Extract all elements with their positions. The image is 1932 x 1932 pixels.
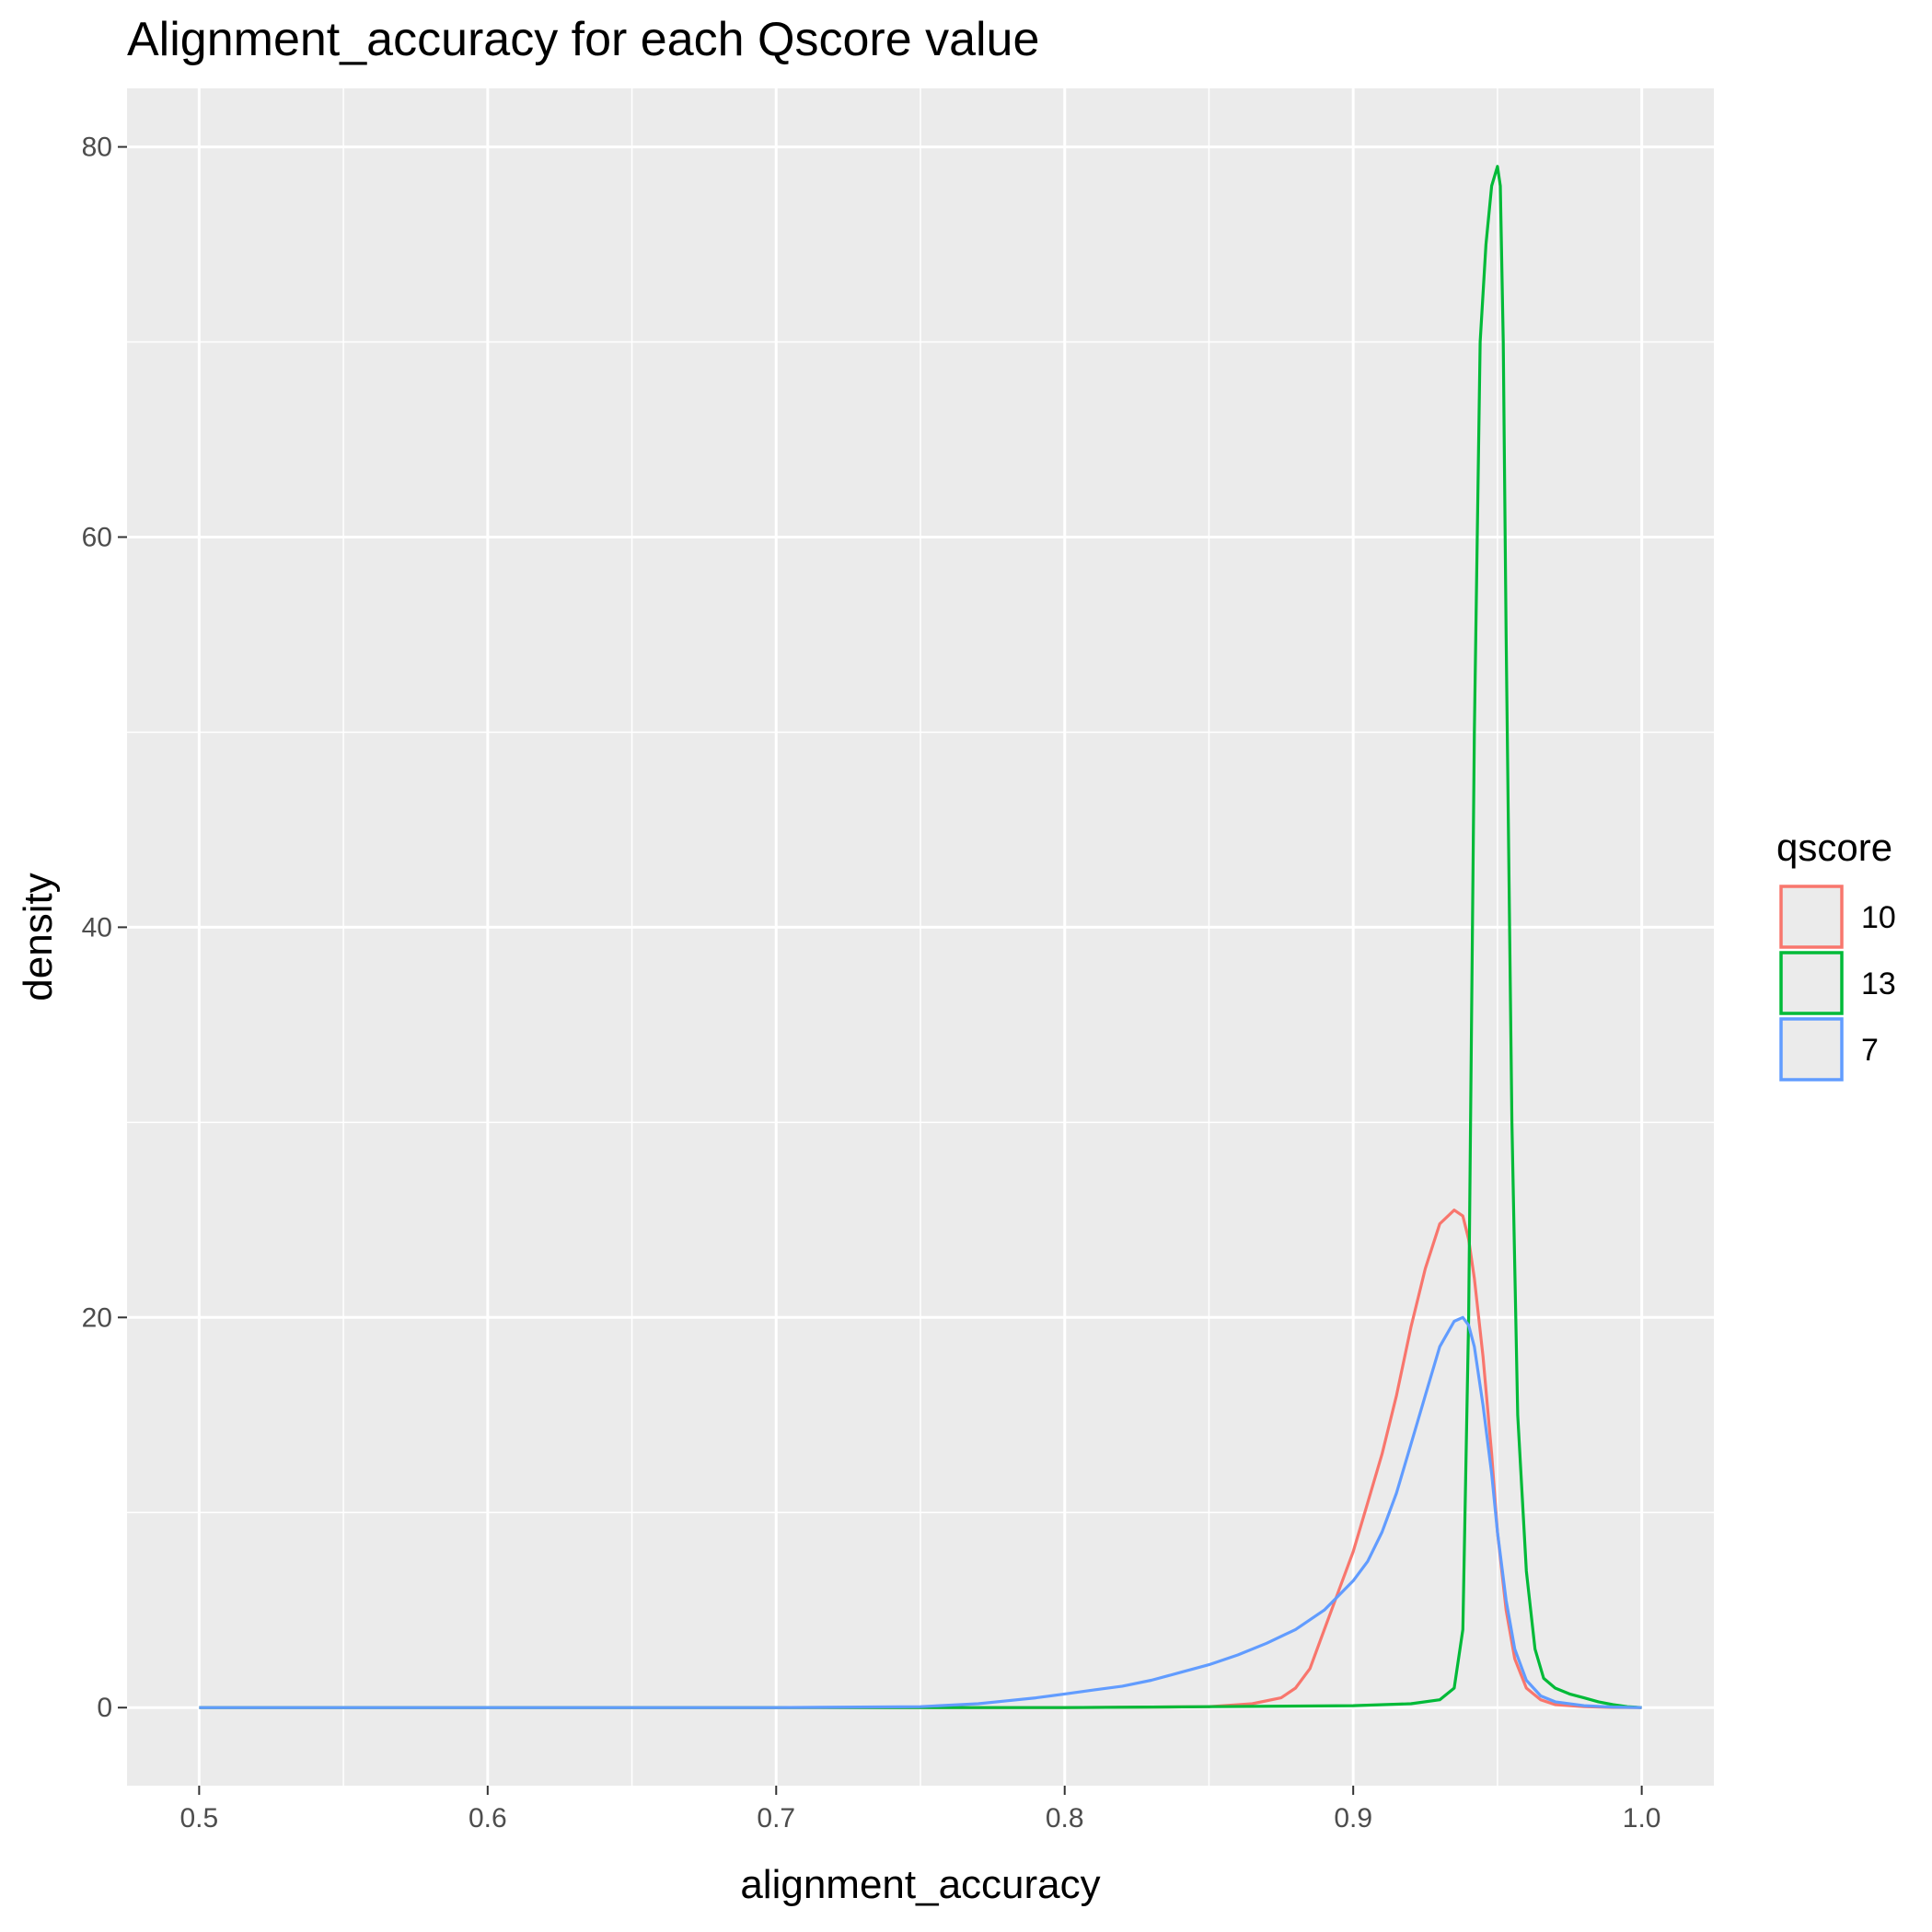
legend-key-7 [1779, 1017, 1844, 1082]
x-tick-label: 1.0 [1623, 1803, 1661, 1834]
grid-lines [127, 88, 1714, 1786]
legend-label: 10 [1861, 900, 1896, 935]
series-line-qscore-7 [199, 1315, 1642, 1709]
chart-title: Alignment_accuracy for each Qscore value [127, 13, 1039, 66]
y-tick-label: 0 [97, 1693, 112, 1723]
legend-title: qscore [1776, 826, 1892, 869]
x-axis-title: alignment_accuracy [740, 1862, 1100, 1907]
x-tick-label: 0.9 [1334, 1803, 1372, 1834]
y-tick-label: 60 [82, 522, 112, 552]
x-tick-label: 0.5 [180, 1803, 219, 1834]
legend-keys: 10 13 7 [1779, 885, 1896, 1082]
y-tick-label: 80 [82, 133, 112, 163]
y-axis-title: density [16, 873, 61, 1001]
x-tick-label: 0.7 [757, 1803, 795, 1834]
series-line-qscore-10 [199, 1209, 1642, 1709]
x-axis: 0.5 0.6 0.7 0.8 0.9 1.0 [180, 1786, 1661, 1834]
x-tick-label: 0.8 [1046, 1803, 1084, 1834]
legend-label: 13 [1861, 966, 1896, 1001]
x-tick-label: 0.6 [469, 1803, 507, 1834]
legend-key-13 [1779, 951, 1844, 1015]
y-tick-label: 40 [82, 912, 112, 943]
legend: qscore 10 13 7 [1776, 826, 1896, 1082]
y-axis: 0 20 40 60 80 [82, 133, 127, 1723]
y-tick-label: 20 [82, 1302, 112, 1333]
legend-key-10 [1779, 885, 1844, 949]
legend-label: 7 [1861, 1033, 1879, 1068]
series-line-qscore-13 [199, 165, 1642, 1709]
series-lines [199, 165, 1642, 1709]
